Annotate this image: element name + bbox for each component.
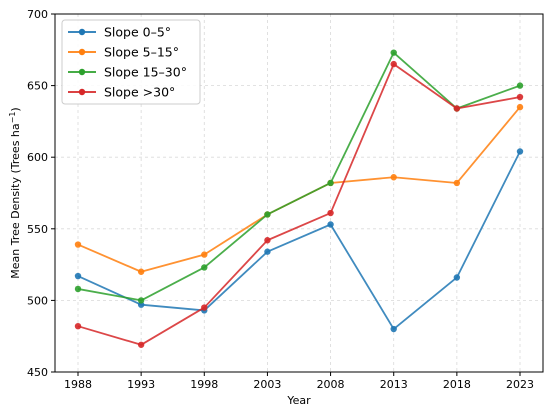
series-line [77,63,521,346]
plot-frame [54,13,544,373]
data-point [74,285,82,293]
y-tick-label: 500 [27,294,48,307]
x-axis-label: Year [286,394,311,407]
data-point [74,322,82,330]
legend-label: Slope >30° [104,85,175,100]
data-point [453,179,461,187]
data-point [74,241,82,248]
data-point [327,209,334,217]
data-point [516,82,524,89]
data-point [516,148,524,155]
data-point [137,341,145,348]
series-group [74,103,524,275]
data-point [264,237,271,244]
y-tick-label: 450 [27,366,48,379]
x-tick-label: 1993 [127,378,155,391]
y-tick-label: 700 [27,8,48,21]
x-tick-label: 2023 [506,378,534,391]
x-tick-label: 2008 [317,378,345,391]
legend-label: Slope 15–30° [104,65,187,80]
y-axis-label-sup: −1 [8,112,17,124]
y-axis-label-end: ) [9,107,22,111]
legend-marker [78,68,86,76]
x-tick-label: 1998 [190,378,218,391]
series-line [77,51,521,302]
series-line [77,151,521,330]
data-point [453,274,461,281]
data-point [390,60,397,68]
data-point [137,268,145,275]
data-point [390,325,397,333]
legend-marker [78,48,86,56]
x-tick-label: 2013 [380,378,408,391]
data-point [453,105,461,112]
series-group [74,60,524,348]
series-layer [74,49,524,348]
data-point [327,179,334,187]
data-point [201,264,208,271]
data-point [264,211,271,218]
y-tick-label: 650 [27,80,48,93]
data-point [327,221,334,228]
x-tick-label: 1988 [64,378,92,391]
legend: Slope 0–5° Slope 5–15° Slope 15–30° Slope >… [61,19,201,105]
axis-ticks: 1988 1993 1998 2003 2008 2013 2018 2023 450 500 55… [27,8,534,391]
data-point [137,297,145,304]
series-line [77,106,521,273]
data-point [390,49,397,56]
data-point [390,174,397,181]
data-point [264,248,271,255]
x-tick-label: 2018 [443,378,471,391]
legend-box [61,19,201,105]
legend-label: Slope 5–15° [104,45,179,60]
legend-marker [78,88,86,96]
data-point [201,251,208,258]
x-tick-label: 2003 [253,378,281,391]
y-axis-label-main: Mean Tree Density (Trees ha [9,123,22,278]
legend-label: Slope 0–5° [104,25,171,40]
series-group [74,148,524,333]
legend-marker [78,28,86,36]
data-point [74,272,82,280]
y-tick-label: 550 [27,223,48,236]
y-tick-label: 600 [27,151,48,164]
data-point [201,304,208,311]
y-axis-label: Mean Tree Density (Trees ha−1) [8,107,22,278]
data-point [516,103,524,111]
data-point [516,93,524,101]
